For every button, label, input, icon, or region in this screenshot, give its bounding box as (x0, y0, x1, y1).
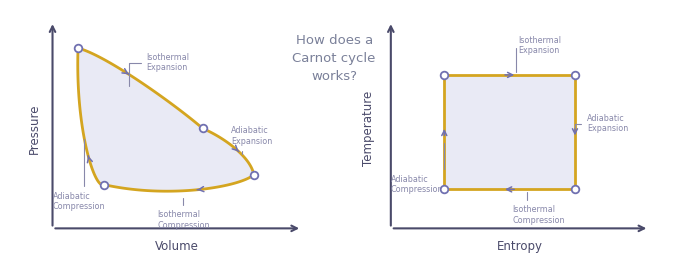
Text: Entropy: Entropy (497, 240, 543, 253)
Text: Volume: Volume (155, 240, 199, 253)
Text: Adiabatic
Compression: Adiabatic Compression (53, 139, 105, 211)
Text: Adiabatic
Expansion: Adiabatic Expansion (231, 126, 273, 154)
Text: How does a
Carnot cycle
works?: How does a Carnot cycle works? (292, 34, 376, 83)
Text: Isothermal
Compression: Isothermal Compression (157, 198, 210, 230)
Text: Adiabatic
Compression: Adiabatic Compression (391, 143, 444, 194)
Text: Adiabatic
Expansion: Adiabatic Expansion (575, 114, 628, 133)
Text: Pressure: Pressure (28, 103, 40, 154)
Text: Isothermal
Compression: Isothermal Compression (512, 192, 565, 225)
Text: Isothermal
Expansion: Isothermal Expansion (129, 53, 189, 85)
Polygon shape (78, 48, 254, 191)
Polygon shape (444, 75, 575, 189)
Text: Temperature: Temperature (362, 91, 375, 166)
Text: Isothermal
Expansion: Isothermal Expansion (516, 36, 562, 72)
